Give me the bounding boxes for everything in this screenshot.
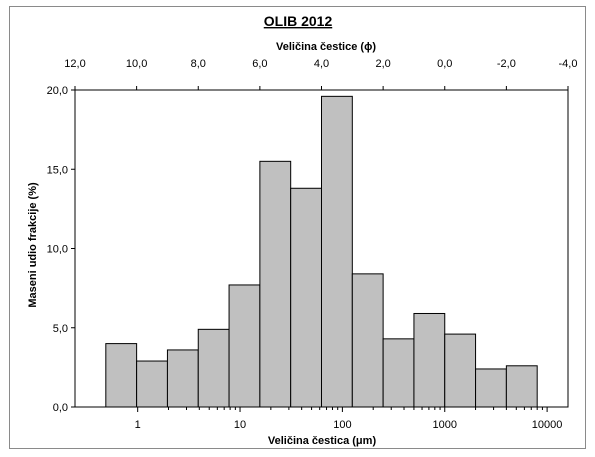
histogram-bar (351, 273, 384, 408)
x-tick-label: 10000 (532, 419, 563, 431)
x2-tick-label: -2,0 (497, 58, 516, 70)
x2-tick-label: 10,0 (126, 58, 147, 70)
y-tick-label: 10,0 (47, 244, 68, 256)
histogram-bar (136, 360, 168, 408)
x2-tick-label: 0,0 (437, 58, 452, 70)
histogram-bar (166, 349, 199, 408)
histogram-bar (197, 328, 230, 408)
x2-tick-label: 12,0 (64, 58, 85, 70)
histogram-bar (444, 333, 477, 408)
x2-axis-title: Veličina čestice (ϕ) (276, 41, 376, 53)
histogram-bar (413, 312, 446, 408)
x-axis-title: Veličina čestica (μm) (268, 435, 377, 447)
y-tick-label: 15,0 (47, 164, 68, 176)
histogram-bar (321, 95, 353, 408)
y-tick-label: 0,0 (53, 402, 68, 414)
histogram-bar (105, 343, 138, 408)
x-tick-label: 1000 (433, 419, 457, 431)
plot-area: 0,0 5,0 10,0 15,0 20,0 12,0 10,0 8,0 6,0 4,0 2,0 0,… (47, 58, 578, 431)
x-tick-label: 1 (135, 419, 141, 431)
histogram-bar (290, 187, 322, 408)
y-axis-title: Maseni udio frakcije (%) (27, 182, 39, 308)
y-tick-label: 5,0 (53, 323, 68, 335)
x2-tick-label: 2,0 (375, 58, 390, 70)
x2-tick-label: 4,0 (314, 58, 329, 70)
chart-title: OLIB 2012 (264, 13, 333, 29)
x-tick-label: 10 (234, 419, 246, 431)
x2-tick-label: 8,0 (191, 58, 206, 70)
histogram-bar (505, 365, 538, 408)
x-tick-label: 100 (333, 419, 351, 431)
histogram-bar (475, 368, 507, 408)
histogram-bar (382, 338, 415, 408)
histogram-bar (259, 160, 292, 408)
histogram-bar (228, 284, 261, 408)
y-tick-label: 20,0 (47, 85, 68, 97)
x2-tick-label: -4,0 (559, 58, 578, 70)
x2-tick-label: 6,0 (252, 58, 267, 70)
